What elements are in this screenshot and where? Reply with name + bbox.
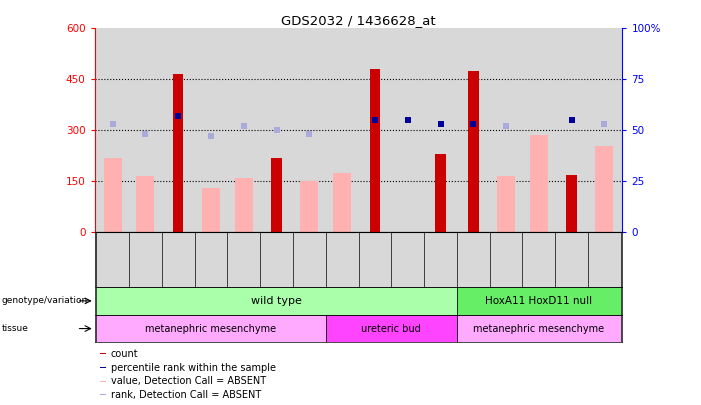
Bar	[100, 394, 106, 395]
Bar	[566, 175, 577, 232]
Bar	[595, 146, 613, 232]
Text: count: count	[111, 349, 139, 359]
Bar	[100, 381, 106, 382]
Bar	[530, 135, 548, 232]
Bar	[202, 188, 220, 232]
Bar	[457, 315, 621, 342]
Text: metanephric mesenchyme: metanephric mesenchyme	[473, 324, 604, 334]
Text: ureteric bud: ureteric bud	[362, 324, 421, 334]
Title: GDS2032 / 1436628_at: GDS2032 / 1436628_at	[281, 14, 436, 27]
Text: percentile rank within the sample: percentile rank within the sample	[111, 362, 276, 373]
Bar	[497, 176, 515, 232]
Bar	[468, 71, 479, 232]
Bar	[235, 178, 253, 232]
Bar	[457, 287, 621, 315]
Text: wild type: wild type	[251, 296, 302, 306]
Bar	[369, 69, 380, 232]
Bar	[173, 74, 184, 232]
Bar	[326, 315, 457, 342]
Bar	[100, 367, 106, 368]
Bar	[271, 158, 282, 232]
Bar	[104, 158, 122, 232]
Text: value, Detection Call = ABSENT: value, Detection Call = ABSENT	[111, 376, 266, 386]
Bar	[333, 173, 351, 232]
Bar	[96, 315, 326, 342]
Bar	[435, 154, 446, 232]
Text: genotype/variation: genotype/variation	[1, 296, 88, 305]
Text: metanephric mesenchyme: metanephric mesenchyme	[146, 324, 277, 334]
Text: HoxA11 HoxD11 null: HoxA11 HoxD11 null	[485, 296, 592, 306]
Bar	[300, 181, 318, 232]
Bar	[137, 176, 154, 232]
Text: tissue: tissue	[1, 324, 28, 333]
Text: rank, Detection Call = ABSENT: rank, Detection Call = ABSENT	[111, 390, 261, 400]
Bar	[96, 287, 457, 315]
